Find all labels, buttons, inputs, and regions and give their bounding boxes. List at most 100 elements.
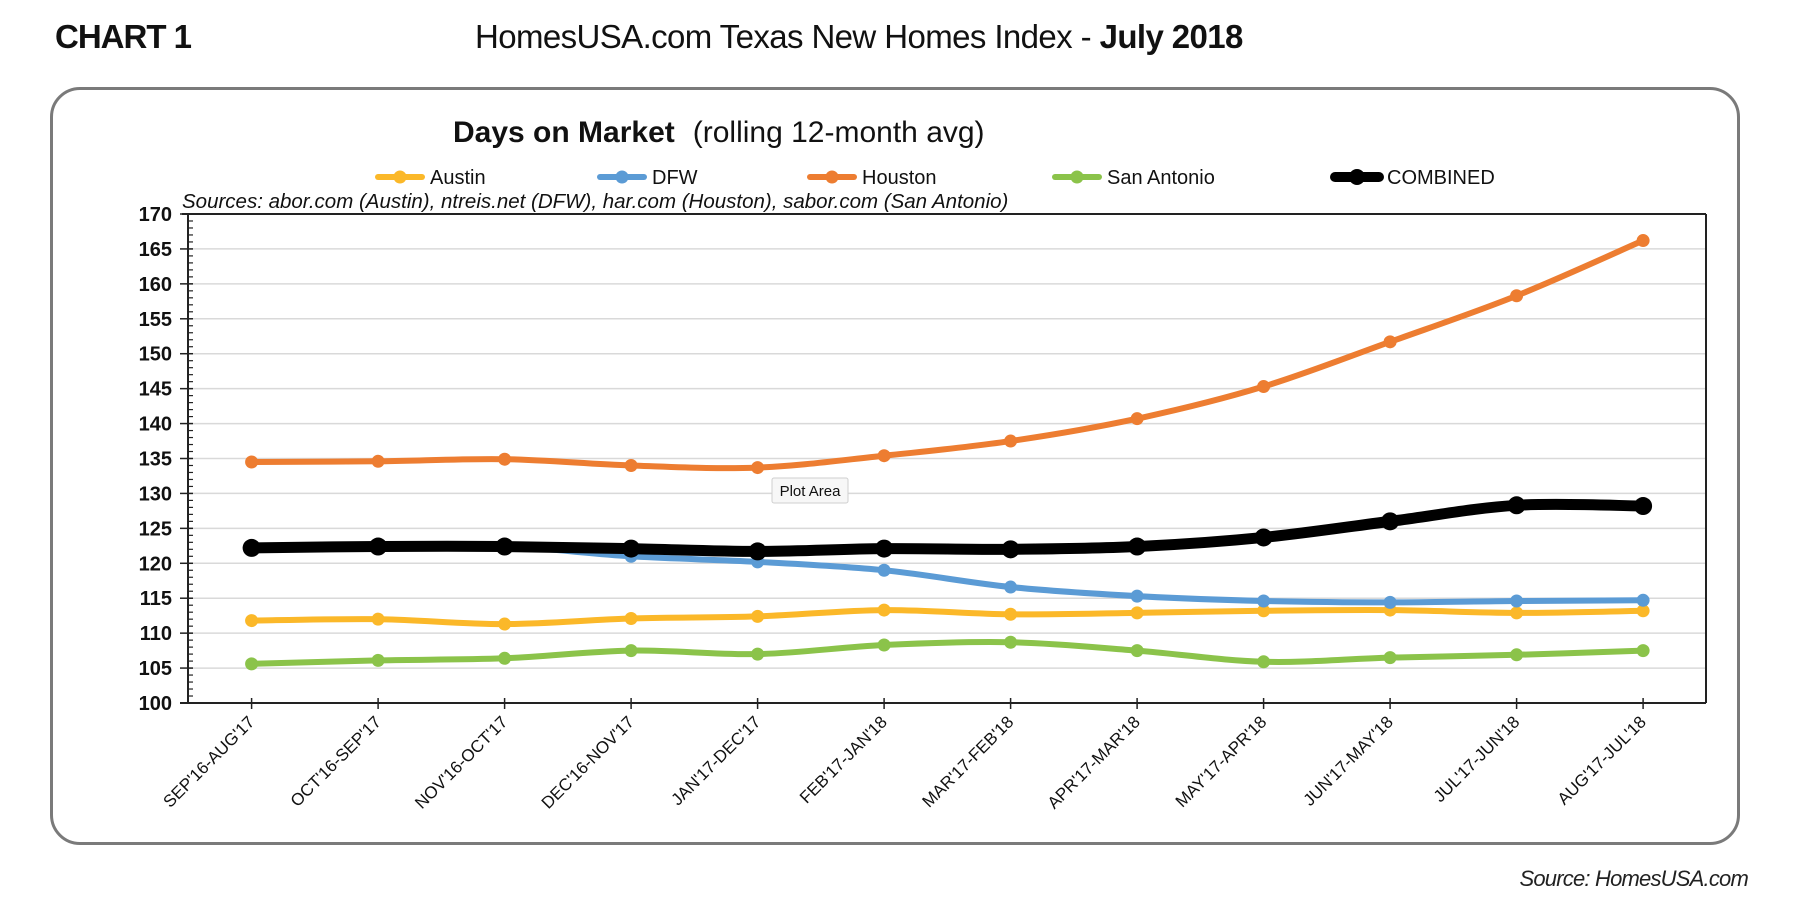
data-point — [498, 651, 512, 665]
data-point — [1634, 497, 1653, 516]
y-axis-ticks: 100 105 110 115 120 125 130 135 140 145 150 155 160 1… — [139, 204, 193, 715]
data-point — [1383, 595, 1397, 609]
y-tick-label: 145 — [139, 379, 172, 401]
x-tick-label: MAR'17-FEB'18 — [919, 712, 1018, 811]
legend-item-austin[interactable]: Austin — [375, 167, 486, 189]
x-tick-label: JUN'17-MAY'18 — [1300, 712, 1397, 809]
data-point — [1383, 335, 1397, 349]
legend-item-dfw[interactable]: DFW — [597, 167, 698, 189]
data-point — [1636, 644, 1650, 658]
y-tick-label: 155 — [139, 309, 172, 331]
x-tick-label: OCT'16-SEP'17 — [287, 712, 385, 810]
data-point — [877, 563, 891, 577]
y-tick-label: 130 — [139, 483, 172, 505]
data-point — [751, 461, 765, 475]
data-point — [1004, 607, 1018, 621]
series-line — [248, 638, 1647, 667]
tooltip-box — [771, 477, 849, 504]
legend-item-combined[interactable]: COMBINED — [1330, 167, 1495, 189]
y-tick-label: 170 — [139, 204, 172, 226]
data-point — [622, 539, 641, 558]
x-tick-label: SEP'16-AUG'17 — [160, 712, 259, 811]
legend-item-san-antonio[interactable]: San Antonio — [1052, 167, 1215, 189]
legend-marker-dot — [1349, 169, 1365, 185]
data-point — [371, 612, 385, 626]
data-point — [371, 454, 385, 468]
data-point — [877, 603, 891, 617]
series-combined — [242, 496, 1653, 561]
y-tick-label: 160 — [139, 274, 172, 296]
y-tick-label: 105 — [139, 658, 172, 680]
chart-title: Days on Market — [453, 116, 675, 149]
data-point — [1130, 589, 1144, 603]
data-point — [1004, 580, 1018, 594]
page-title-prefix: HomesUSA.com Texas New Homes Index - — [475, 18, 1100, 55]
legend: Austin DFW Houston San Antonio COMBINED — [375, 167, 1495, 189]
y-tick-label: 110 — [140, 623, 172, 645]
data-point — [498, 617, 512, 631]
data-point — [1510, 648, 1524, 662]
x-tick-label: FEB'17-JAN'18 — [796, 712, 891, 807]
data-point — [624, 611, 638, 625]
sources-annotation: Sources: abor.com (Austin), ntreis.net (… — [182, 190, 1008, 213]
series-lines — [242, 234, 1653, 671]
series-san-antonio — [245, 635, 1650, 671]
legend-label: DFW — [652, 167, 698, 189]
x-tick-label: MAY'17-APR'18 — [1172, 712, 1271, 811]
data-point — [245, 657, 259, 671]
legend-label: Houston — [862, 167, 937, 189]
chart-number: CHART 1 — [55, 18, 192, 55]
series-line — [246, 498, 1649, 557]
data-point — [877, 638, 891, 652]
data-point — [1001, 540, 1020, 559]
data-point — [1383, 651, 1397, 665]
data-point — [1636, 604, 1650, 618]
y-tick-label: 100 — [139, 693, 172, 715]
data-point — [498, 452, 512, 466]
data-point — [1130, 412, 1144, 426]
data-point — [1128, 537, 1147, 556]
data-point — [748, 542, 767, 561]
series-line — [248, 606, 1647, 628]
data-point — [1510, 606, 1524, 620]
data-point — [624, 644, 638, 658]
legend-marker-dot — [825, 170, 839, 184]
y-tick-label: 125 — [139, 518, 172, 540]
y-tick-label: 135 — [139, 449, 172, 471]
legend-marker-dot — [393, 170, 407, 184]
page-title-date: July 2018 — [1099, 18, 1244, 55]
data-point — [751, 647, 765, 661]
data-point — [1381, 512, 1400, 531]
data-point — [1257, 594, 1271, 608]
data-point — [1254, 528, 1273, 547]
chart-subtitle: (rolling 12-month avg) — [693, 116, 985, 149]
y-tick-label: 140 — [139, 414, 172, 436]
legend-marker-dot — [1070, 170, 1084, 184]
data-point — [624, 458, 638, 472]
x-tick-label: JUL'17-JUN'18 — [1430, 712, 1524, 806]
page-title: HomesUSA.com Texas New Homes Index - Jul… — [475, 18, 1243, 56]
data-point — [245, 614, 259, 628]
legend-label: San Antonio — [1107, 167, 1215, 189]
data-point — [1130, 606, 1144, 620]
data-point — [371, 653, 385, 667]
data-point — [1004, 434, 1018, 448]
series-houston — [245, 234, 1650, 475]
data-point — [495, 537, 514, 556]
data-point — [1507, 496, 1526, 515]
data-point — [875, 539, 894, 558]
data-point — [1257, 655, 1271, 669]
data-point — [1636, 593, 1650, 607]
data-point — [1636, 234, 1650, 248]
y-tick-label: 150 — [139, 344, 172, 366]
data-point — [1004, 635, 1018, 649]
legend-item-houston[interactable]: Houston — [807, 167, 937, 189]
axes — [180, 213, 1707, 704]
series-austin — [245, 603, 1650, 631]
legend-marker-dot — [615, 170, 629, 184]
data-point — [751, 609, 765, 623]
legend-label: COMBINED — [1387, 167, 1495, 189]
x-tick-label: APR'17-MAR'18 — [1044, 712, 1144, 812]
data-point — [1257, 380, 1271, 394]
